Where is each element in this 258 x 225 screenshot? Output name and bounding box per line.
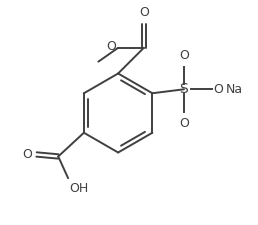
Text: O: O: [179, 49, 189, 62]
Text: O: O: [214, 83, 223, 96]
Text: Na: Na: [225, 83, 243, 96]
Text: S: S: [180, 82, 188, 96]
Text: O: O: [179, 117, 189, 130]
Text: O: O: [23, 148, 33, 161]
Text: OH: OH: [69, 182, 88, 195]
Text: O: O: [106, 40, 116, 53]
Text: O: O: [139, 6, 149, 19]
